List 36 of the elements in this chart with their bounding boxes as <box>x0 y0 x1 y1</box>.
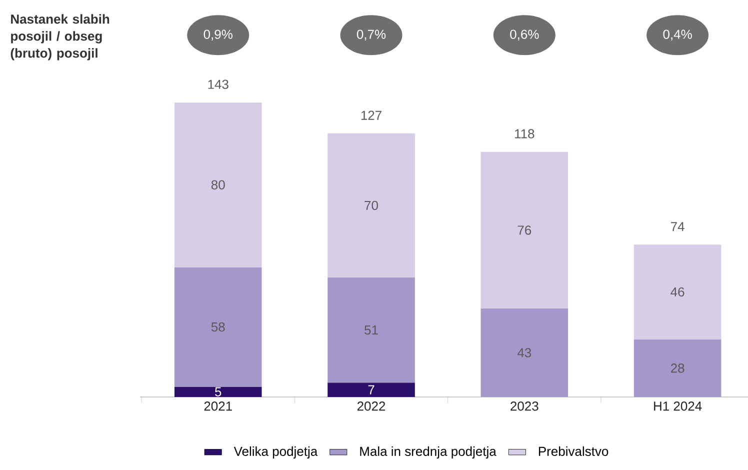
total-label: 118 <box>515 129 534 138</box>
bar <box>328 382 415 397</box>
bar <box>634 244 722 340</box>
data-label: 51 <box>364 326 378 335</box>
data-label: 43 <box>517 348 532 358</box>
bar <box>634 339 722 397</box>
data-label: 46 <box>670 287 684 297</box>
total-label: 74 <box>670 222 684 232</box>
text: 0,6% <box>510 30 539 40</box>
text: 0,4% <box>663 30 692 40</box>
x-tick-label: 2021 <box>204 402 232 411</box>
bar <box>480 308 568 397</box>
text: 0,7% <box>356 30 386 40</box>
data-label: 28 <box>670 364 684 373</box>
data-label: 7 <box>368 385 374 394</box>
data-label: 5 <box>215 387 222 396</box>
data-label: 58 <box>211 322 225 332</box>
bar <box>328 278 415 383</box>
bar <box>174 102 262 268</box>
text: 0,9% <box>204 30 232 40</box>
legend-label: Mala in srednja podjetja <box>360 446 496 459</box>
legend-label: Velika podjetja <box>234 446 318 459</box>
x-tick-label: H1 2024 <box>654 402 702 411</box>
text: Nastanek slabih posojil / obseg (bruto) posojil <box>10 14 110 60</box>
total-label: 127 <box>361 110 382 120</box>
data-label: 76 <box>518 226 532 235</box>
bar <box>480 152 568 308</box>
data-label: 70 <box>364 200 378 210</box>
bar <box>174 386 262 397</box>
bar <box>328 133 415 278</box>
x-tick-label: 2023 <box>510 402 538 411</box>
legend-label: Prebivalstvo <box>538 446 608 456</box>
x-tick-label: 2022 <box>357 402 386 411</box>
data-label: 80 <box>211 180 225 190</box>
bar <box>174 267 262 387</box>
total-label: 143 <box>208 80 228 89</box>
